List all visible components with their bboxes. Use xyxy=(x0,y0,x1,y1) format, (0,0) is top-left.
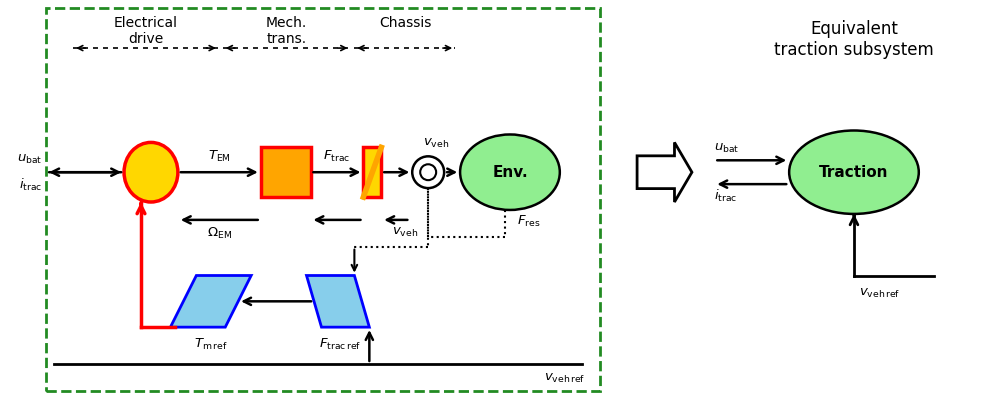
Text: $v_\mathrm{veh}$: $v_\mathrm{veh}$ xyxy=(423,137,450,150)
Text: Mech.
trans.: Mech. trans. xyxy=(266,16,307,46)
Text: $\Omega_\mathrm{EM}$: $\Omega_\mathrm{EM}$ xyxy=(207,226,232,241)
Text: $u_\mathrm{bat}$: $u_\mathrm{bat}$ xyxy=(714,142,740,155)
Ellipse shape xyxy=(461,134,560,210)
Bar xyxy=(363,147,382,197)
Text: $F_\mathrm{trac\,ref}$: $F_\mathrm{trac\,ref}$ xyxy=(319,337,361,352)
Text: Equivalent
traction subsystem: Equivalent traction subsystem xyxy=(774,20,934,59)
Text: Chassis: Chassis xyxy=(379,16,431,30)
Text: $T_\mathrm{m\,ref}$: $T_\mathrm{m\,ref}$ xyxy=(194,337,227,352)
Text: $v_\mathrm{veh}$: $v_\mathrm{veh}$ xyxy=(392,226,418,239)
Text: $i_\mathrm{trac}$: $i_\mathrm{trac}$ xyxy=(19,177,42,193)
Bar xyxy=(46,8,599,391)
Polygon shape xyxy=(307,276,369,327)
Text: $v_\mathrm{veh\,ref}$: $v_\mathrm{veh\,ref}$ xyxy=(544,372,585,385)
Text: Traction: Traction xyxy=(820,165,889,180)
Text: Env.: Env. xyxy=(492,165,527,180)
Bar xyxy=(261,147,311,197)
Polygon shape xyxy=(170,276,251,327)
Text: $u_\mathrm{bat}$: $u_\mathrm{bat}$ xyxy=(17,153,42,166)
Text: $i_\mathrm{trac}$: $i_\mathrm{trac}$ xyxy=(714,188,738,204)
Text: $F_\mathrm{res}$: $F_\mathrm{res}$ xyxy=(517,214,540,229)
Ellipse shape xyxy=(789,131,919,214)
Text: $T_\mathrm{EM}$: $T_\mathrm{EM}$ xyxy=(208,149,231,164)
Text: $F_\mathrm{trac}$: $F_\mathrm{trac}$ xyxy=(324,149,350,164)
Text: $v_\mathrm{veh\,ref}$: $v_\mathrm{veh\,ref}$ xyxy=(859,287,900,300)
Ellipse shape xyxy=(124,142,178,202)
Text: Electrical
drive: Electrical drive xyxy=(114,16,178,46)
Polygon shape xyxy=(637,142,692,202)
